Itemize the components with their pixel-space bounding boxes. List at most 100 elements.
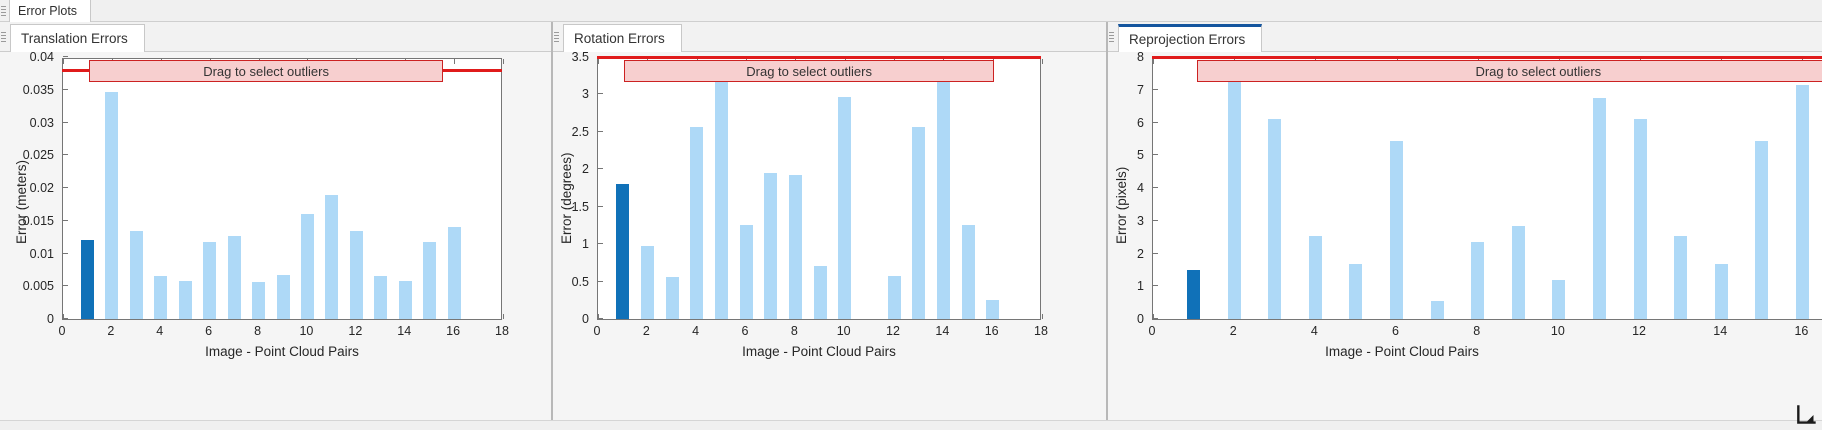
- x-axis-tick-label: 14: [935, 324, 950, 338]
- x-axis-tick: [1042, 314, 1043, 319]
- bar[interactable]: [227, 236, 241, 319]
- bar[interactable]: [374, 275, 388, 319]
- bar[interactable]: [300, 214, 314, 319]
- y-axis-tick-label: 1.5: [571, 199, 589, 214]
- y-axis-tick: [63, 318, 68, 319]
- tab-rotation-errors[interactable]: Rotation Errors: [563, 24, 682, 52]
- document-tab-grip-icon[interactable]: [1, 6, 6, 17]
- document-tab-error-plots[interactable]: Error Plots: [9, 0, 91, 22]
- plot-axes: [1152, 56, 1822, 320]
- y-axis-tick-label: 3: [1137, 213, 1144, 228]
- bar[interactable]: [80, 239, 94, 319]
- bar[interactable]: [690, 127, 704, 319]
- bar[interactable]: [616, 184, 630, 319]
- y-axis-tick: [598, 168, 603, 170]
- bar[interactable]: [1795, 84, 1809, 319]
- tab-label: Reprojection Errors: [1129, 32, 1246, 47]
- bar[interactable]: [1755, 140, 1769, 319]
- bar[interactable]: [961, 225, 975, 319]
- y-axis-tick: [598, 280, 603, 282]
- y-axis-tick-label: 2.5: [571, 124, 589, 139]
- bar[interactable]: [887, 276, 901, 319]
- bar[interactable]: [105, 91, 119, 319]
- bar[interactable]: [1430, 301, 1444, 319]
- x-axis-tick-label: 14: [397, 324, 412, 338]
- y-axis-tick: [63, 285, 68, 287]
- bar[interactable]: [1714, 263, 1728, 319]
- bar[interactable]: [154, 275, 168, 319]
- y-axis-tick: [1153, 154, 1158, 156]
- bar[interactable]: [1349, 263, 1363, 319]
- bar[interactable]: [1511, 225, 1525, 319]
- bar[interactable]: [640, 245, 654, 319]
- panel-tab-grip-icon[interactable]: [1109, 32, 1114, 43]
- outlier-select-band[interactable]: Drag to select outliers: [88, 60, 444, 82]
- bar[interactable]: [1471, 242, 1485, 319]
- y-axis-label: Error (pixels): [1114, 166, 1129, 244]
- bar[interactable]: [1390, 140, 1404, 319]
- y-axis-tick: [598, 130, 603, 132]
- y-axis-tick: [1153, 318, 1158, 319]
- tab-translation-errors[interactable]: Translation Errors: [10, 24, 145, 52]
- x-axis-tick-label: 4: [1310, 324, 1318, 338]
- y-axis-tick: [1153, 252, 1158, 254]
- panel-divider-2[interactable]: [1106, 22, 1108, 430]
- y-axis-tick-label: 0: [582, 312, 589, 326]
- panel-tabbar-1: Translation Errors: [0, 22, 551, 52]
- x-axis-tick-label: 8: [790, 324, 798, 338]
- bar[interactable]: [398, 281, 412, 319]
- bar[interactable]: [1187, 269, 1201, 319]
- bar[interactable]: [447, 226, 461, 319]
- bar[interactable]: [1674, 235, 1688, 319]
- panel-divider-1[interactable]: [551, 22, 553, 430]
- y-axis-tick-label: 0.015: [22, 213, 54, 228]
- outlier-select-band[interactable]: Drag to select outliers: [624, 60, 995, 82]
- y-axis-tick-label: 1: [1137, 279, 1144, 294]
- outlier-select-band[interactable]: Drag to select outliers: [1196, 60, 1822, 82]
- plot-axes: [597, 56, 1043, 320]
- bar[interactable]: [665, 277, 679, 319]
- bar[interactable]: [1552, 279, 1566, 319]
- y-axis-tick-label: 0: [1137, 312, 1144, 326]
- bar[interactable]: [813, 265, 827, 319]
- tab-reprojection-errors[interactable]: Reprojection Errors: [1118, 24, 1263, 52]
- x-axis-tick-label: 10: [1550, 324, 1565, 338]
- x-axis-tick-label: 0: [58, 324, 66, 338]
- bar[interactable]: [1592, 97, 1606, 319]
- bar[interactable]: [714, 76, 728, 319]
- y-axis-label: Error (meters): [14, 160, 29, 244]
- bar[interactable]: [423, 242, 437, 319]
- x-axis-tick-top: [503, 59, 504, 64]
- bar[interactable]: [1308, 235, 1322, 319]
- y-axis-tick-label: 0.03: [29, 115, 54, 130]
- bar[interactable]: [788, 175, 802, 319]
- panel-tab-grip-icon[interactable]: [1, 32, 6, 43]
- bar[interactable]: [129, 230, 143, 319]
- x-axis-tick: [1153, 314, 1154, 319]
- bar[interactable]: [838, 96, 852, 319]
- outlier-threshold-line[interactable]: [1152, 56, 1822, 59]
- y-axis-tick: [598, 243, 603, 245]
- x-axis-tick-label: 2: [642, 324, 650, 338]
- bar[interactable]: [203, 242, 217, 319]
- bar[interactable]: [936, 76, 950, 319]
- x-axis-tick: [598, 314, 599, 319]
- bar[interactable]: [252, 282, 266, 319]
- bar[interactable]: [912, 127, 926, 319]
- y-axis-tick-label: 2: [582, 162, 589, 177]
- y-axis-tick-label: 6: [1137, 115, 1144, 130]
- bar[interactable]: [276, 275, 290, 319]
- bar[interactable]: [1268, 119, 1282, 319]
- bar[interactable]: [764, 173, 778, 319]
- resize-arrow-icon: [1797, 405, 1816, 424]
- outlier-threshold-line[interactable]: [597, 56, 1041, 59]
- bar[interactable]: [1227, 77, 1241, 319]
- bar[interactable]: [1633, 119, 1647, 319]
- bar[interactable]: [739, 225, 753, 319]
- bar[interactable]: [349, 230, 363, 319]
- bar[interactable]: [986, 300, 1000, 319]
- panel-tab-grip-icon[interactable]: [554, 32, 559, 43]
- bar[interactable]: [325, 195, 339, 319]
- bar[interactable]: [178, 281, 192, 319]
